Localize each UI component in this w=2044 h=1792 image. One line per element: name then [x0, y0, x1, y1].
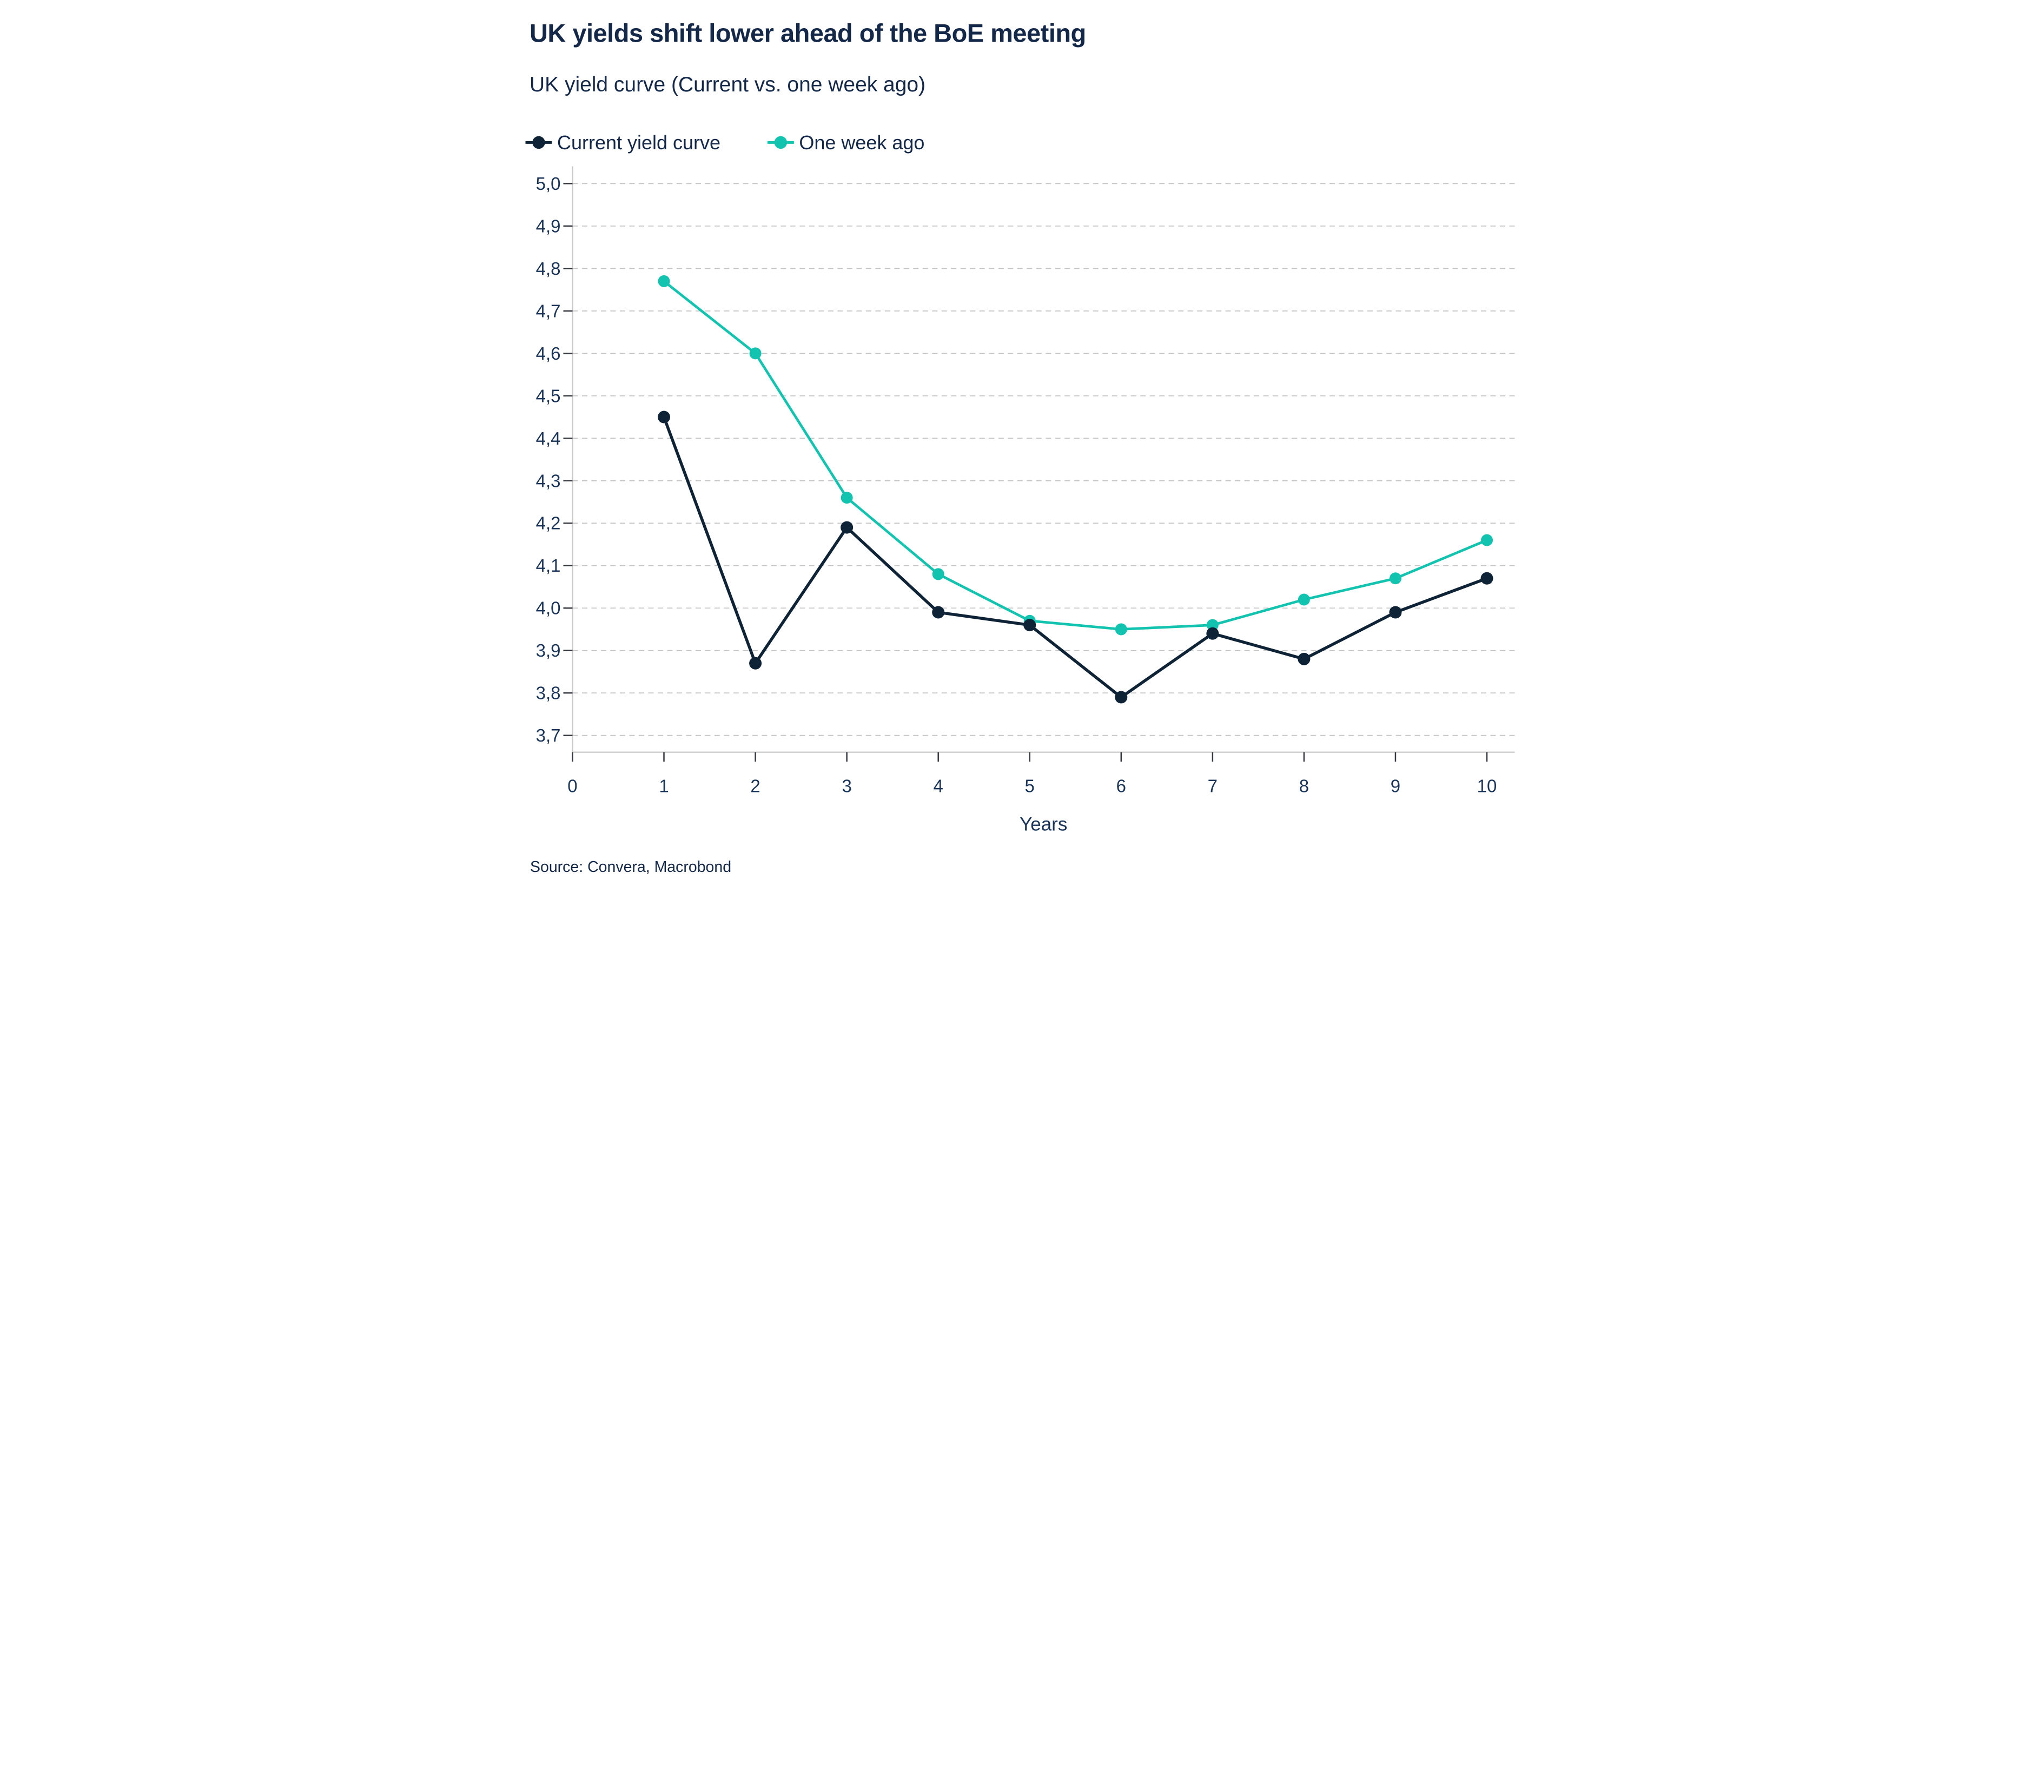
y-tick-label: 4,1: [536, 556, 561, 576]
y-tick-label: 4,3: [536, 471, 561, 491]
y-tick-label: 3,7: [536, 725, 561, 745]
y-tick-label: 4,7: [536, 301, 561, 321]
data-point-current-x2: [749, 657, 762, 670]
y-tick-label: 4,4: [536, 428, 561, 448]
x-tick-label: 10: [1477, 776, 1497, 796]
source-note: Source: Convera, Macrobond: [530, 858, 731, 876]
legend-label-week-ago: One week ago: [799, 131, 924, 154]
data-point-week_ago-x9: [1389, 572, 1401, 585]
y-tick-label: 4,8: [536, 259, 561, 279]
data-point-current-x5: [1023, 619, 1036, 632]
y-tick-label: 3,8: [536, 683, 561, 703]
legend-label-current: Current yield curve: [557, 131, 720, 154]
legend-item-current: Current yield curve: [525, 131, 720, 154]
x-axis-title: Years: [1020, 814, 1067, 835]
x-tick-label: 4: [934, 776, 943, 796]
x-tick-label: 5: [1025, 776, 1035, 796]
series-line-week_ago: [663, 280, 1487, 631]
legend: Current yield curve One week ago: [525, 131, 924, 154]
y-tick-label: 4,6: [536, 343, 561, 363]
x-tick-label: 8: [1299, 776, 1309, 796]
chart-title: UK yields shift lower ahead of the BoE m…: [530, 18, 1086, 47]
data-point-current-x7: [1206, 627, 1219, 640]
y-tick-label: 4,2: [536, 513, 561, 533]
data-point-current-x3: [841, 521, 854, 534]
x-tick-label: 6: [1116, 776, 1126, 796]
data-point-current-x9: [1389, 606, 1402, 619]
x-tick-label: 2: [750, 776, 760, 796]
data-point-week_ago-x3: [841, 492, 853, 504]
data-point-current-x8: [1298, 652, 1311, 665]
data-point-week_ago-x1: [658, 275, 670, 287]
x-tick-label: 7: [1208, 776, 1218, 796]
y-tick-label: 5,0: [536, 174, 561, 194]
chart-figure: UK yields shift lower ahead of the BoE m…: [511, 0, 1533, 896]
data-point-week_ago-x7: [1206, 619, 1219, 631]
data-point-current-x4: [932, 606, 945, 619]
data-point-current-x6: [1115, 691, 1128, 704]
yield-curve-chart: UK yields shift lower ahead of the BoE m…: [525, 18, 1515, 876]
plot-area: 3,7 3,8 3,9 4,0 4,1 4,2 4,3 4,4 4,5 4,6 4,7 4,8 4,9 5…: [536, 166, 1515, 796]
data-point-week_ago-x2: [749, 347, 762, 360]
y-tick-label: 4,5: [536, 386, 561, 406]
chart-subtitle: UK yield curve (Current vs. one week ago…: [530, 73, 925, 96]
data-point-week_ago-x4: [932, 568, 944, 580]
data-point-week_ago-x8: [1298, 593, 1310, 606]
x-tick-label: 0: [567, 776, 577, 796]
x-tick-label: 1: [659, 776, 669, 796]
x-tick-label: 3: [842, 776, 851, 796]
data-point-current-x10: [1480, 572, 1493, 585]
y-tick-label: 4,0: [536, 598, 561, 618]
y-tick-label: 4,9: [536, 216, 561, 236]
legend-dot-week-ago-icon: [774, 136, 788, 149]
y-tick-label: 3,9: [536, 640, 561, 660]
data-point-week_ago-x10: [1481, 534, 1493, 546]
data-point-week_ago-x6: [1115, 623, 1127, 636]
x-tick-label: 9: [1391, 776, 1400, 796]
series-line-current: [662, 416, 1487, 699]
legend-item-week-ago: One week ago: [767, 131, 924, 154]
data-point-current-x1: [658, 411, 671, 424]
legend-dot-current-icon: [532, 136, 545, 149]
